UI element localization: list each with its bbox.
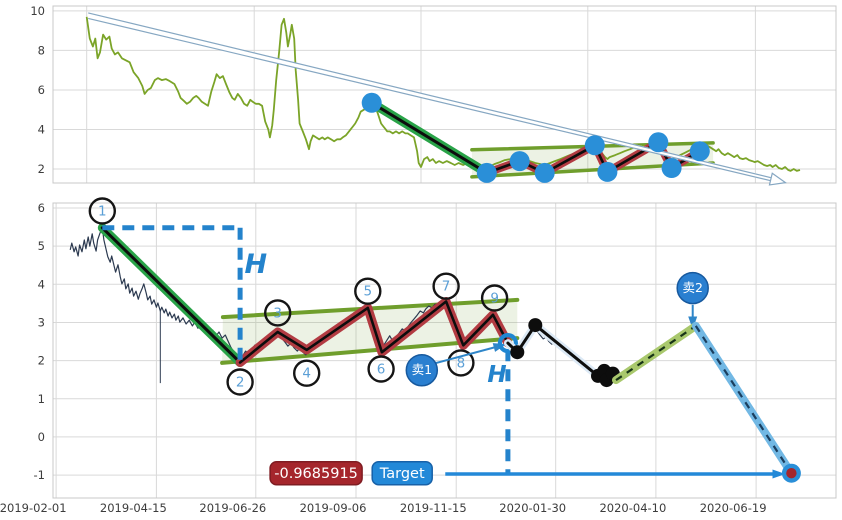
pivot-dot <box>361 92 382 113</box>
price-line <box>69 227 610 379</box>
x-tick-label: 2019-02-01 <box>0 501 67 515</box>
x-tick-label: 2020-06-19 <box>700 501 767 515</box>
sell-marker-label: 卖1 <box>412 362 432 377</box>
target-value-badge-label: -0.9685915 <box>274 466 358 482</box>
y-tick-label: 4 <box>38 122 45 136</box>
sell-marker-1 <box>405 353 439 387</box>
x-tick-label: 2019-09-06 <box>300 501 367 515</box>
pivot-number-label: 7 <box>442 279 451 295</box>
sell-marker-2 <box>676 271 709 305</box>
y-tick-label: 3 <box>38 315 45 329</box>
x-tick-label: 2019-11-15 <box>400 501 467 515</box>
pivot-dot <box>597 161 618 182</box>
panel-overview: 2 4 6 8 10 <box>30 4 837 186</box>
y-tick-label: 2 <box>38 162 45 176</box>
pivot-number-label: 5 <box>363 284 372 300</box>
impulse-trend-line-core <box>100 226 242 364</box>
impulse-trend-line-core <box>370 101 489 175</box>
pivot-number-label: 3 <box>273 305 282 321</box>
trendline-edge <box>88 12 780 181</box>
entry-ring-marker <box>497 333 518 354</box>
projection-dot <box>510 345 525 360</box>
plot-frame <box>52 5 837 184</box>
pivot-number-circle <box>367 355 395 383</box>
y-tick-label: 2 <box>38 354 45 368</box>
pivot-dot <box>509 151 530 172</box>
pivot-number-label: 9 <box>490 291 499 307</box>
x-tick-label: 2020-01-30 <box>499 501 566 515</box>
target-level-arrow-head-icon <box>772 469 786 479</box>
y-tick-label: -1 <box>34 468 45 482</box>
zigzag-pattern-line-core <box>238 300 510 364</box>
sell-signal-arrow <box>433 345 499 365</box>
pivot-dot <box>661 158 682 178</box>
y-tick-label: 8 <box>38 43 45 57</box>
y-tick-label: 4 <box>38 277 45 291</box>
rebound-dashed-path-core <box>615 324 697 382</box>
x-tick-label: 2019-06-26 <box>199 501 266 515</box>
y-tick-label: 0 <box>38 430 45 444</box>
pivot-number-circle <box>264 299 292 327</box>
target-marker-inner <box>786 468 797 479</box>
panel-detail: -1 0 1 2 3 4 5 6 2019-02-01 2019-04-15 2019-06-26 2… <box>0 197 837 515</box>
pivot-number-circle <box>480 284 509 312</box>
pivot-number-circle <box>354 277 382 305</box>
pivot-dot <box>689 141 710 162</box>
pivot-dot <box>476 162 497 183</box>
pivot-number-circle <box>447 349 475 377</box>
pivot-number-label: 6 <box>377 362 386 378</box>
plot-frame <box>52 202 837 499</box>
pivot-number-label: 4 <box>302 366 311 382</box>
pivot-number-circle <box>293 359 321 387</box>
y-tick-label: 10 <box>30 4 45 18</box>
y-tick-label: 6 <box>38 201 45 215</box>
trendline-edge <box>88 17 780 184</box>
pivot-number-circle <box>432 272 460 300</box>
pivot-number-circle <box>88 197 117 225</box>
drop-dashed-path-core <box>694 325 793 474</box>
target-value-badge <box>269 460 363 486</box>
pivot-number-label: 1 <box>98 204 107 220</box>
pivot-number-label: 8 <box>457 355 466 371</box>
sell-signal-arrow-head-icon <box>688 316 698 330</box>
projection-dot <box>528 318 543 333</box>
trendline-arrowhead-icon <box>768 172 788 186</box>
sell-marker-label: 卖2 <box>682 280 702 295</box>
target-text-badge-label: Target <box>379 466 425 482</box>
pivot-number-label: 2 <box>236 374 245 390</box>
y-tick-label: 5 <box>38 239 45 253</box>
y-tick-label: 6 <box>38 83 45 97</box>
trendline-band <box>87 13 781 184</box>
h-label: H <box>244 249 267 280</box>
target-text-badge <box>371 460 433 486</box>
pivot-dot <box>534 162 555 183</box>
h-label: H <box>487 362 506 388</box>
pivot-dot <box>648 132 669 153</box>
pivot-number-circle <box>226 368 254 396</box>
pivot-dot <box>584 135 605 156</box>
x-tick-label: 2020-04-10 <box>599 501 666 515</box>
y-tick-label: 1 <box>38 392 45 406</box>
x-tick-label: 2019-04-15 <box>100 501 167 515</box>
